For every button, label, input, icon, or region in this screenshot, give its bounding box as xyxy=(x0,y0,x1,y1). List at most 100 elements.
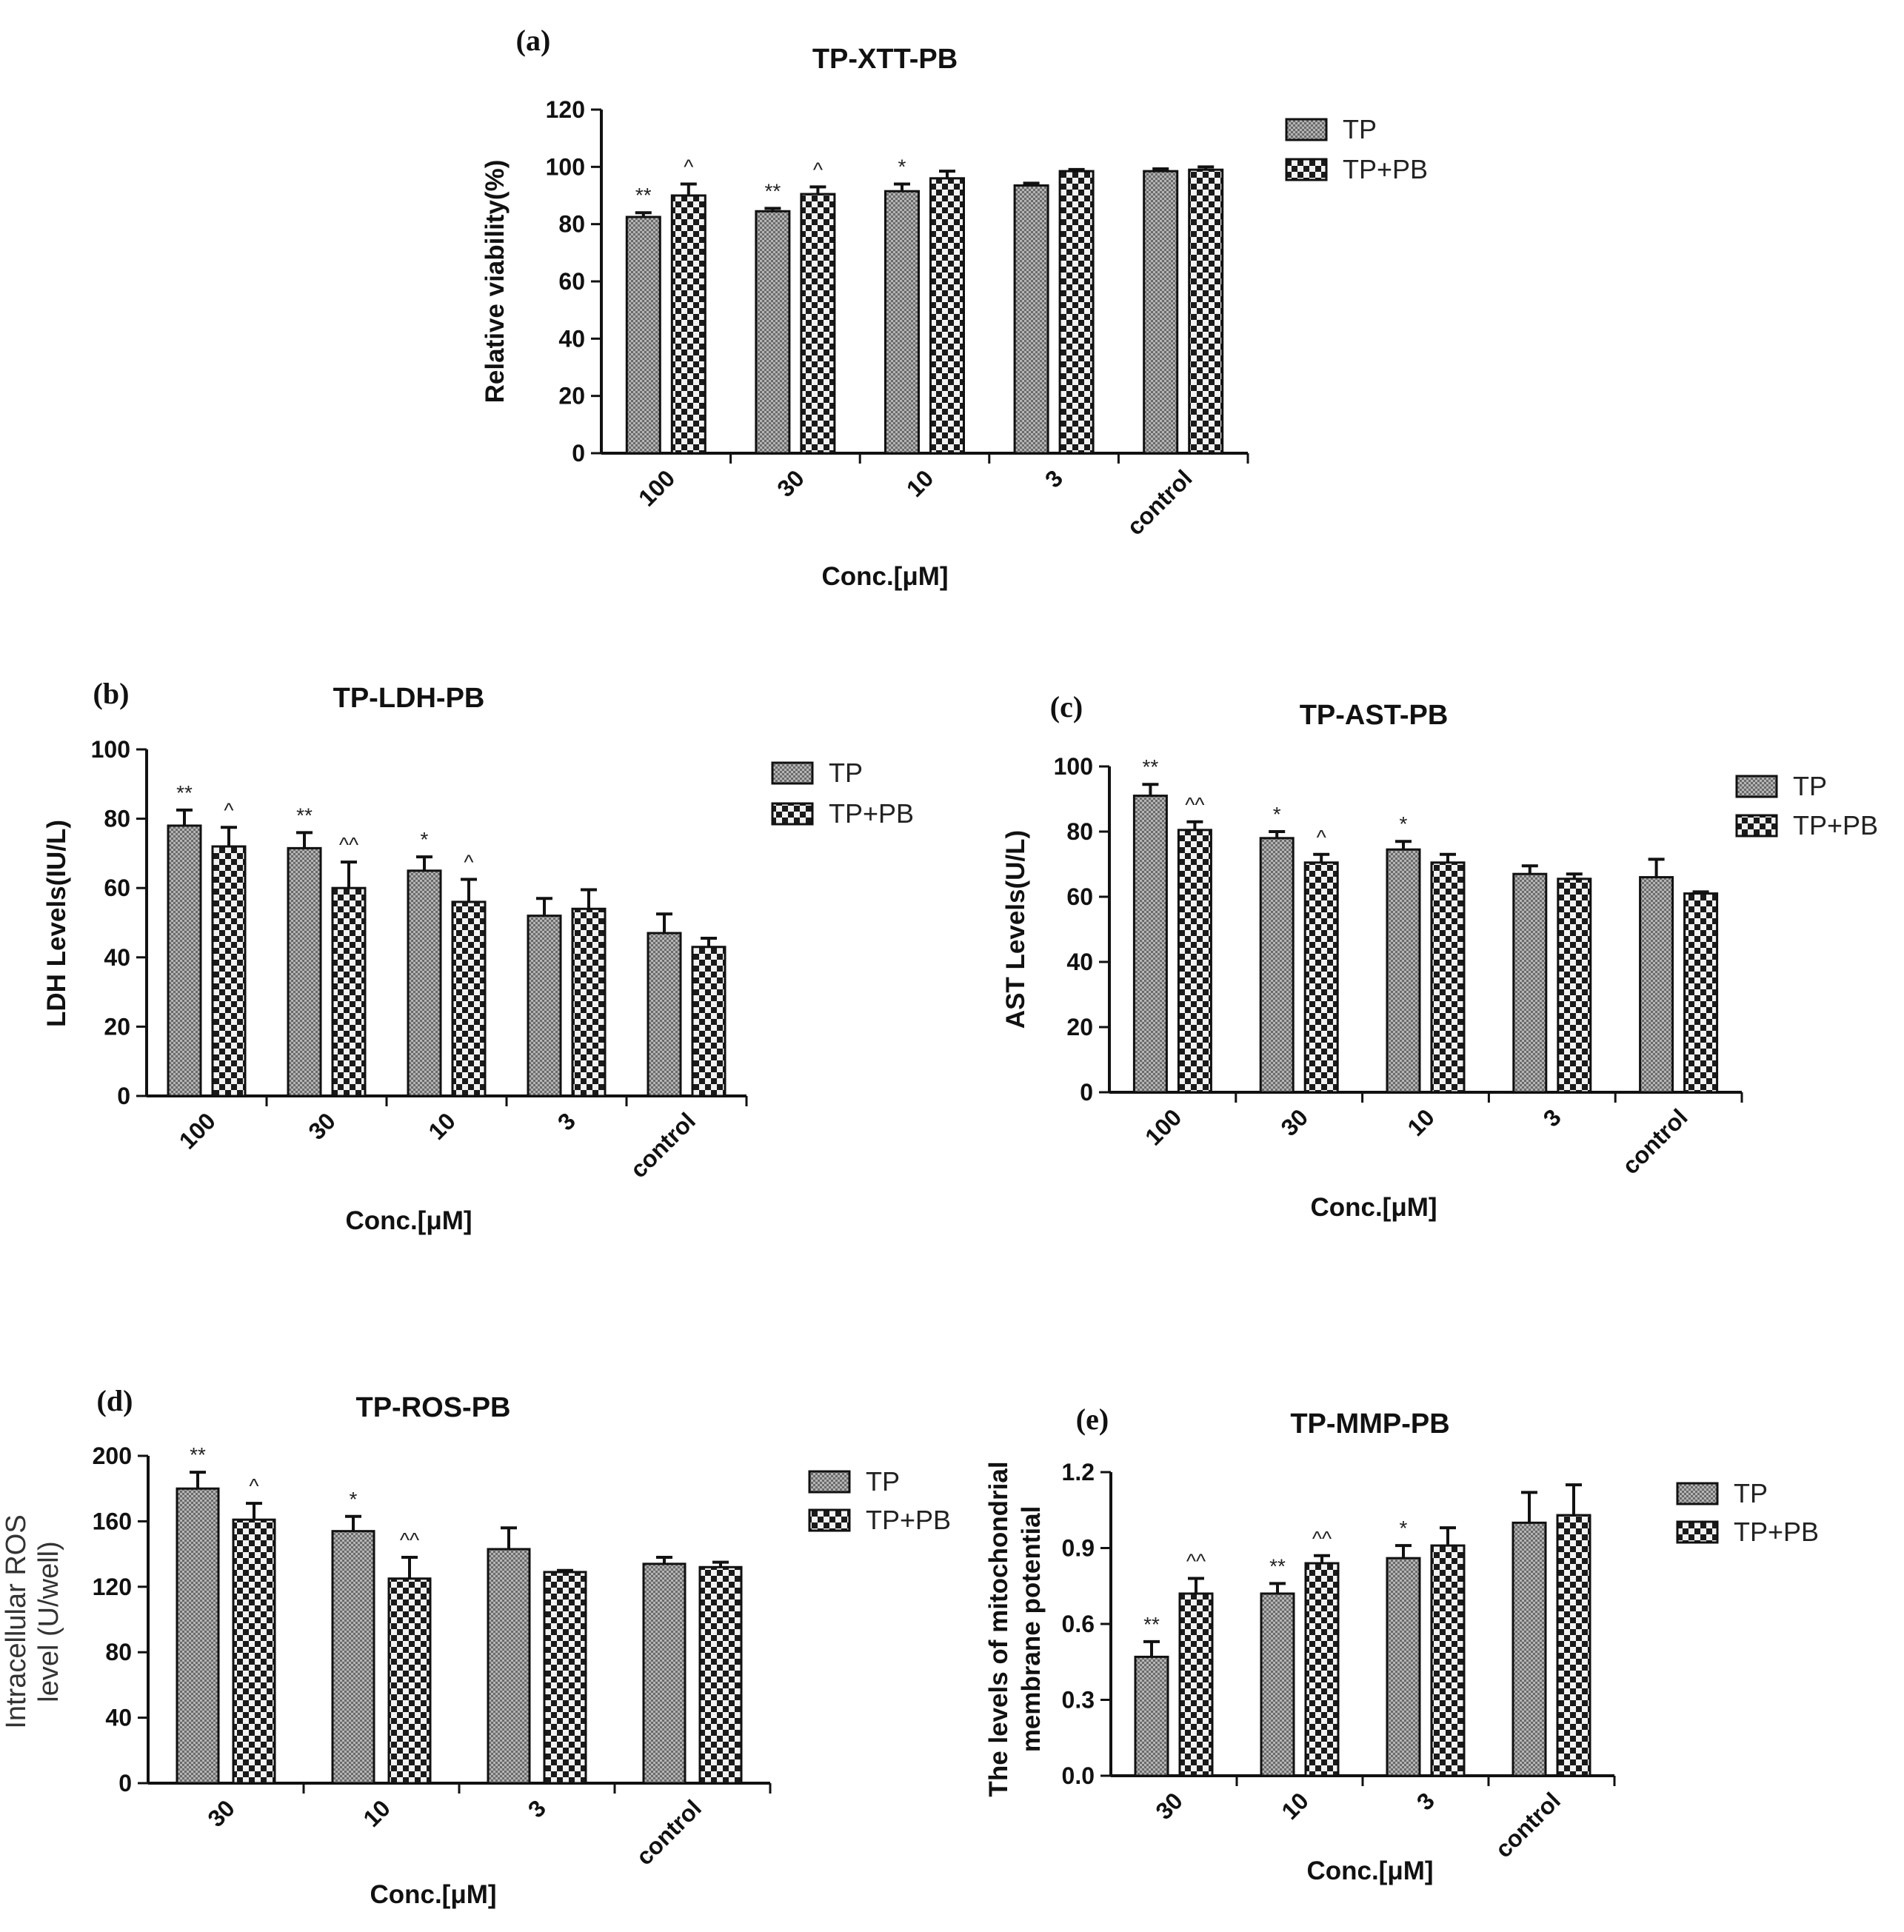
y-axis-label-line: LDH Levels(IU/L) xyxy=(42,820,71,1027)
y-axis-label: AST Levels(U/L) xyxy=(1001,830,1030,1029)
bar-tp xyxy=(176,1487,220,1785)
bar-tp-pb xyxy=(387,1577,432,1785)
y-tick-label: 100 xyxy=(91,736,130,763)
legend-label: TP xyxy=(1343,114,1377,144)
bar-tp xyxy=(1132,795,1168,1094)
bar-tp xyxy=(884,190,920,455)
bar-tp xyxy=(625,215,661,455)
bar-tp xyxy=(1386,1557,1421,1777)
y-axis-label: Intracellular ROSlevel (U/well) xyxy=(1,1514,64,1728)
y-axis-label-line: The levels of mitochondrial xyxy=(984,1461,1013,1796)
bar-tp xyxy=(1013,184,1049,455)
significance-mark: * xyxy=(1273,803,1281,826)
y-tick-label: 100 xyxy=(1054,753,1093,780)
y-tick-label: 0.0 xyxy=(1062,1762,1095,1789)
bar-tp-pb xyxy=(1430,1544,1466,1777)
bar-tp-pb xyxy=(211,845,247,1097)
legend-swatch xyxy=(808,1470,851,1494)
y-tick-label: 20 xyxy=(558,383,585,410)
bar-tp xyxy=(1143,170,1179,455)
x-tick-label: 3 xyxy=(523,1794,551,1822)
significance-mark: ** xyxy=(635,184,652,207)
y-axis-label: LDH Levels(IU/L) xyxy=(42,820,71,1027)
x-tick-label: control xyxy=(1122,464,1197,540)
panel-label: (c) xyxy=(1050,690,1083,723)
bar-tp xyxy=(1511,1521,1547,1777)
bar-tp xyxy=(1260,1592,1295,1777)
significance-mark: ^ xyxy=(1317,826,1326,849)
significance-mark: ^^ xyxy=(1185,793,1204,816)
chart-title: TP-AST-PB xyxy=(1300,700,1449,731)
bar-tp-pb xyxy=(1556,1514,1591,1777)
bar-tp xyxy=(407,869,442,1097)
legend-label: TP xyxy=(866,1466,900,1497)
bar-tp-pb xyxy=(1178,1592,1214,1777)
legend-swatch xyxy=(1676,1520,1719,1544)
significance-mark: ** xyxy=(176,781,193,804)
legend-label: TP+PB xyxy=(1343,154,1428,184)
bar-tp-pb xyxy=(1303,861,1339,1094)
bar-tp-pb xyxy=(691,946,726,1097)
significance-mark: ^^ xyxy=(1312,1527,1332,1550)
x-axis-label: Conc.[μM] xyxy=(370,1880,496,1909)
significance-mark: ** xyxy=(190,1443,206,1466)
x-tick-label: 3 xyxy=(1412,1787,1440,1815)
legend-label: TP xyxy=(829,758,863,788)
x-tick-label: 30 xyxy=(1276,1103,1314,1141)
legend-label: TP+PB xyxy=(1734,1517,1819,1547)
bar-tp xyxy=(642,1562,687,1785)
significance-mark: ** xyxy=(296,803,313,826)
y-axis-label-line: AST Levels(U/L) xyxy=(1001,830,1030,1029)
chart-panel-c: (c) TP-AST-PB 0 20 40 60 80 100 ** ^^ 100 * ^ 30 * 10 3 c… xyxy=(1001,690,1878,1222)
y-axis-label: The levels of mitochondrial membrane pote… xyxy=(984,1461,1046,1796)
x-tick-label: 3 xyxy=(1538,1103,1566,1132)
significance-mark: ** xyxy=(1143,1613,1160,1636)
bar-tp xyxy=(1639,876,1674,1094)
bar-tp xyxy=(167,824,202,1097)
significance-mark: * xyxy=(1400,1517,1408,1540)
legend-swatch xyxy=(1285,158,1328,181)
y-tick-label: 1.2 xyxy=(1062,1459,1095,1485)
legend: TP TP+PB xyxy=(1285,114,1428,184)
x-tick-label: 3 xyxy=(1040,464,1068,492)
panel-label: (a) xyxy=(516,24,551,57)
legend: TP TP+PB xyxy=(1676,1478,1819,1547)
y-axis-label-line: membrane potential xyxy=(1017,1506,1046,1753)
x-tick-label: 10 xyxy=(1276,1787,1314,1825)
panel-label: (d) xyxy=(97,1384,133,1417)
y-tick-label: 20 xyxy=(1066,1014,1093,1040)
chart-title: TP-ROS-PB xyxy=(356,1392,511,1423)
y-tick-label: 80 xyxy=(1066,818,1093,845)
bar-tp-pb xyxy=(1058,170,1095,455)
bar-tp-pb xyxy=(929,177,965,455)
y-tick-label: 160 xyxy=(93,1508,132,1534)
x-tick-label: 10 xyxy=(901,464,939,502)
significance-mark: * xyxy=(421,828,429,851)
y-tick-label: 0 xyxy=(117,1083,130,1109)
significance-mark: ** xyxy=(1143,755,1159,778)
x-tick-label: 100 xyxy=(633,464,680,511)
y-tick-label: 0.3 xyxy=(1062,1687,1095,1714)
x-tick-label: 10 xyxy=(1402,1103,1440,1141)
significance-mark: ^^ xyxy=(1186,1550,1206,1573)
legend-label: TP xyxy=(1734,1478,1768,1508)
x-tick-label: 100 xyxy=(1140,1103,1186,1150)
x-tick-label: 3 xyxy=(552,1107,581,1135)
y-tick-label: 120 xyxy=(93,1574,132,1600)
bar-tp-pb xyxy=(1188,168,1224,455)
bar-tp xyxy=(1134,1655,1169,1777)
y-tick-label: 60 xyxy=(1066,883,1093,910)
bar-tp xyxy=(1259,837,1295,1094)
significance-mark: ^ xyxy=(249,1474,258,1497)
legend: TP TP+PB xyxy=(1735,771,1878,840)
significance-mark: ^^ xyxy=(400,1528,419,1551)
y-tick-label: 0 xyxy=(118,1770,132,1796)
legend-swatch xyxy=(771,761,814,785)
legend-swatch xyxy=(1735,775,1778,798)
y-tick-label: 60 xyxy=(558,268,585,295)
chart-title: TP-LDH-PB xyxy=(333,683,485,714)
bar-tp-pb xyxy=(1304,1562,1340,1777)
y-axis-label-line: Intracellular ROS xyxy=(1,1514,32,1728)
bar-tp-pb xyxy=(1557,878,1592,1094)
